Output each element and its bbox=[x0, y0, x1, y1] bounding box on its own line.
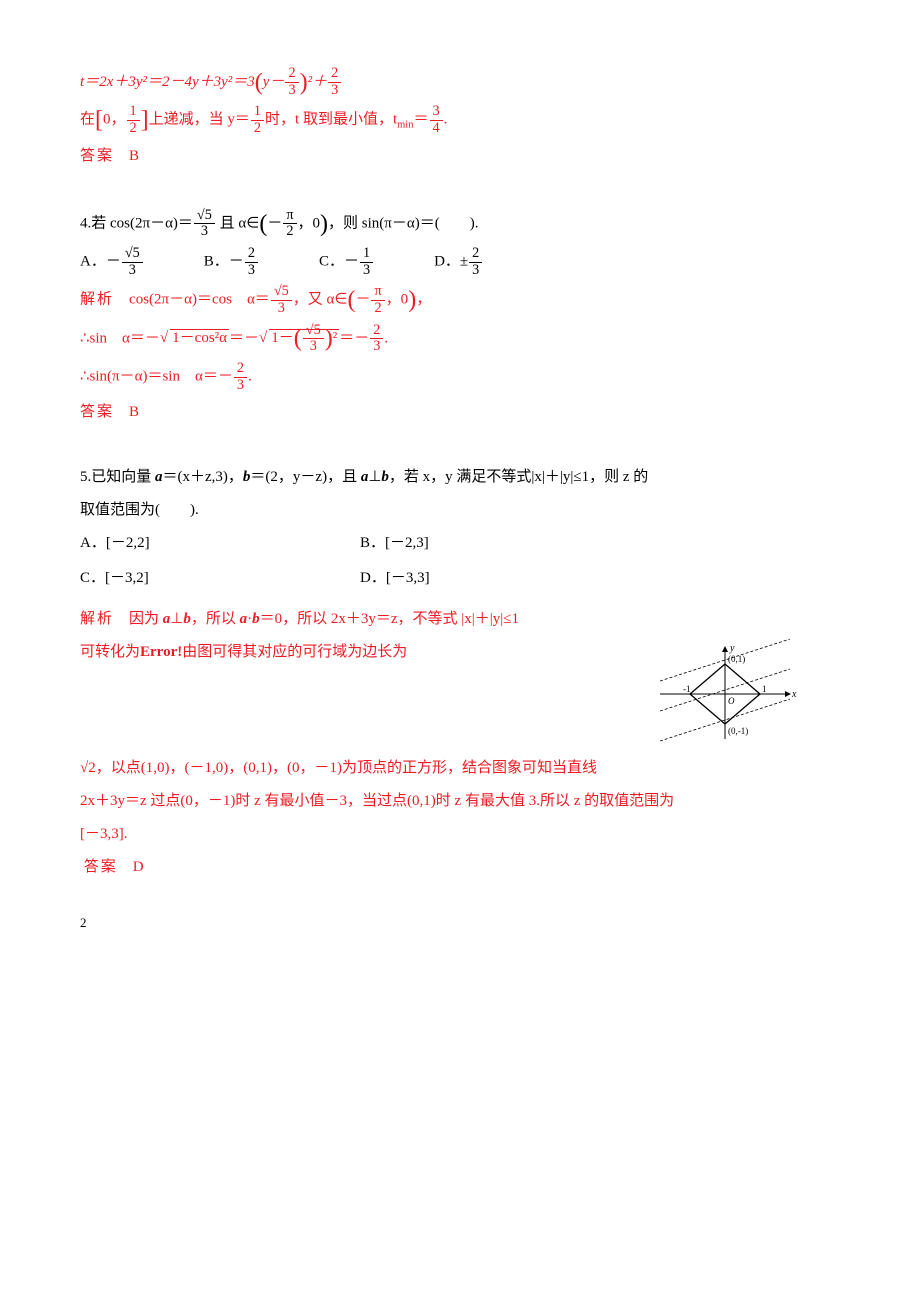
q5-sol-l5: [－3,3]. bbox=[80, 821, 840, 848]
svg-text:1: 1 bbox=[762, 684, 767, 694]
q5-stem: 5.已知向量 a＝(x＋z,3)，b＝(2，y－z)，且 a⊥b，若 x，y 满… bbox=[80, 464, 840, 491]
q5-options: A．[－2,2] B．[－2,3] C．[－3,2] D．[－3,3] bbox=[80, 530, 840, 600]
q4-stem: 4.若 cos(2π－α)＝√53 且 α∈(－π2，0)，则 sin(π－α)… bbox=[80, 208, 840, 240]
sol-continuation-q3: t＝2x＋3y²＝2－4y＋3y²＝3(y－23)²＋23 bbox=[80, 66, 840, 98]
answer-q3: 答案 B bbox=[80, 143, 840, 170]
feasible-region-svg: (0,1) (0,-1) -1 1 O x y bbox=[650, 639, 800, 749]
svg-text:x: x bbox=[791, 689, 797, 700]
q4-sol-l1: 解析 cos(2π－α)＝cos α＝√53，又 α∈(－π2，0)， bbox=[80, 284, 840, 316]
sol-continuation-q3-l2: 在[0，12]上递减，当 y＝12时，t 取到最小值，tmin＝34. bbox=[80, 104, 840, 136]
answer-q5: 答案 D bbox=[80, 854, 840, 881]
q5-figure: (0,1) (0,-1) -1 1 O x y bbox=[650, 639, 800, 749]
q5-optD: D．[－3,3] bbox=[360, 565, 640, 592]
q5-sol-l4: 2x＋3y＝z 过点(0，－1)时 z 有最小值－3，当过点(0,1)时 z 有… bbox=[80, 788, 840, 815]
q4-sol-l3: ∴sin(π－α)＝sin α＝－23. bbox=[80, 361, 840, 393]
answer-q4: 答案 B bbox=[80, 399, 840, 426]
q5-optA: A．[－2,2] bbox=[80, 530, 360, 557]
q4-sol-l2: ∴sin α＝－1－cos²α＝－1－(√53)²＝－23. bbox=[80, 323, 840, 355]
q4-options: A．－√53 B．－23 C．－13 D．±23 bbox=[80, 246, 840, 278]
q4-optB: B．－23 bbox=[204, 246, 259, 278]
svg-text:-1: -1 bbox=[683, 684, 691, 694]
q4-optD: D．±23 bbox=[434, 246, 483, 278]
q5-sol-l3: √2，以点(1,0)，(－1,0)，(0,1)，(0，－1)为顶点的正方形，结合… bbox=[80, 755, 840, 782]
q5-sol-l1: 解析 因为 a⊥b，所以 a·b＝0，所以 2x＋3y＝z，不等式 |x|＋|y… bbox=[80, 606, 840, 633]
svg-text:(0,1): (0,1) bbox=[728, 654, 745, 664]
expr-line1: t＝2x＋3y²＝2－4y＋3y²＝3(y－23)²＋23 bbox=[80, 74, 342, 90]
q4-optC: C．－13 bbox=[319, 246, 374, 278]
q5-optB: B．[－2,3] bbox=[360, 530, 640, 557]
page-number: 2 bbox=[80, 911, 840, 934]
q5-stem-l2: 取值范围为( ). bbox=[80, 497, 840, 524]
q5-optC: C．[－3,2] bbox=[80, 565, 360, 592]
svg-text:O: O bbox=[728, 696, 735, 706]
svg-text:(0,-1): (0,-1) bbox=[728, 726, 748, 736]
svg-text:y: y bbox=[729, 643, 735, 654]
q4-optA: A．－√53 bbox=[80, 246, 144, 278]
